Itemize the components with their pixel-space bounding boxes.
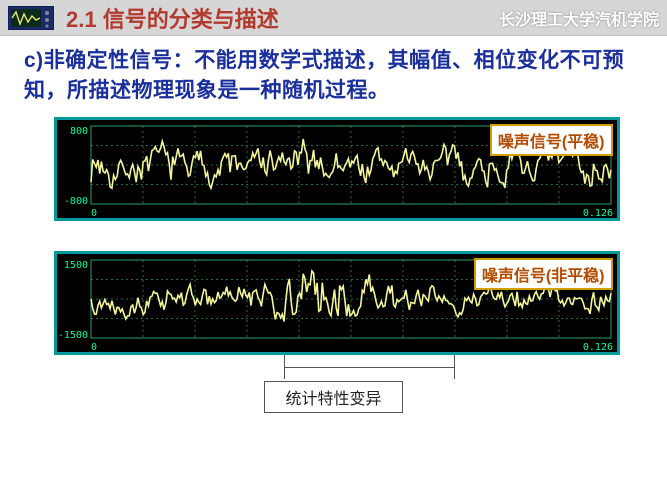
svg-text:1500: 1500	[63, 260, 87, 271]
slide-body: c)非确定性信号：不能用数学式描述，其幅值、相位变化不可预知，所描述物理现象是一…	[0, 36, 667, 411]
chart-frame: 噪声信号(非平稳) 1500 -1500 0 0.126	[54, 251, 620, 355]
section-title: 2.1 信号的分类与描述	[66, 2, 279, 34]
svg-text:0.126: 0.126	[582, 208, 612, 218]
chart-nonstationary-noise: 噪声信号(非平稳) 1500 -1500 0 0.126	[54, 251, 614, 355]
stat-label-box: 统计特性变异	[264, 381, 402, 413]
svg-text:0: 0	[91, 208, 97, 218]
stat-variation-marker: 统计特性变异	[54, 363, 614, 411]
affiliation-text: 长沙理工大学汽机学院	[499, 6, 659, 30]
svg-text:-800: -800	[63, 196, 87, 207]
desc-term: 非确定性信号：	[44, 49, 195, 72]
oscilloscope-icon	[8, 6, 54, 30]
chart-frame: 噪声信号(平稳) 800 -800 0 0.126	[54, 117, 620, 221]
chart-badge: 噪声信号(平稳)	[490, 124, 613, 156]
svg-text:800: 800	[69, 126, 87, 137]
svg-text:-1500: -1500	[57, 330, 87, 341]
chart-badge: 噪声信号(非平稳)	[474, 258, 613, 290]
slide: 2.1 信号的分类与描述 长沙理工大学汽机学院 c)非确定性信号：不能用数学式描…	[0, 0, 667, 500]
description-text: c)非确定性信号：不能用数学式描述，其幅值、相位变化不可预知，所描述物理现象是一…	[24, 46, 643, 107]
title-bar: 2.1 信号的分类与描述 长沙理工大学汽机学院	[0, 0, 667, 36]
svg-text:0.126: 0.126	[582, 342, 612, 352]
chart-stationary-noise: 噪声信号(平稳) 800 -800 0 0.126	[54, 117, 614, 221]
svg-text:0: 0	[91, 342, 97, 352]
desc-prefix: c)	[24, 49, 44, 72]
